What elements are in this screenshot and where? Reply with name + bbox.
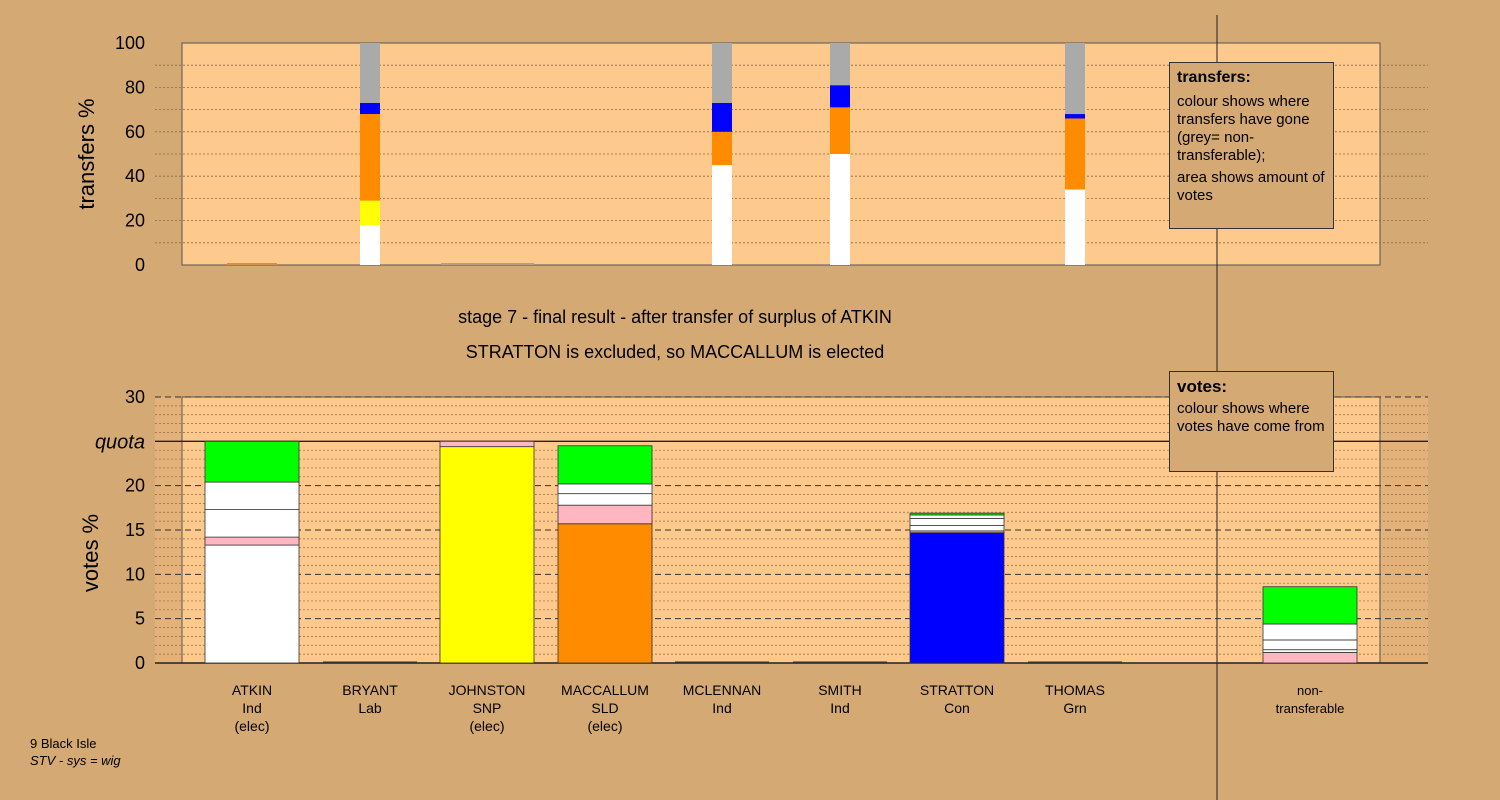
transfer-bar-segment [360,102,380,115]
candidate-label: Ind [712,700,731,716]
candidate-label: (elec) [587,718,622,734]
votes-y-tick: 15 [125,520,145,540]
vote-bar-segment [204,440,300,483]
transfer-bar-segment [712,102,732,132]
candidate-label: STRATTON [920,682,994,698]
votes-y-tick: 5 [135,609,145,629]
transfers-y-tick: 100 [115,33,145,53]
transfer-bar-segment [360,200,380,226]
votes-legend-title: votes: [1177,377,1228,396]
transfer-bar-segment [830,85,850,108]
transfers-y-tick: 0 [135,255,145,275]
candidate-label: non- [1297,683,1323,698]
vote-bar-segment [1262,639,1358,651]
vote-bar-empty [675,661,769,663]
candidate-label: Ind [830,700,849,716]
vote-bar-segment [909,514,1005,519]
chart-title: stage 7 - final result - after transfer … [458,307,892,327]
transfer-bar-segment [360,43,380,103]
transfer-bar-segment [830,154,850,265]
transfers-y-tick: 20 [125,211,145,231]
transfer-bar-segment [712,43,732,103]
candidate-label: (elec) [234,718,269,734]
transfers-legend-title: transfers: [1177,69,1251,86]
candidate-label: BRYANT [342,682,398,698]
vote-bar-empty [323,661,417,663]
system-label: STV - sys = wig [30,753,121,768]
votes-y-tick: 10 [125,564,145,584]
transfers-y-tick: 60 [125,122,145,142]
votes-legend: votes: colour shows where votes have com… [1169,371,1334,472]
transfer-bar-segment [1065,118,1085,190]
candidate-label: Grn [1063,700,1086,716]
vote-bar-segment [1262,651,1358,664]
candidate-label: ATKIN [232,682,272,698]
vote-bar-segment [204,481,300,511]
transfers-y-tick: 40 [125,166,145,186]
candidate-label: Ind [242,700,261,716]
candidate-label: SLD [591,700,618,716]
candidate-label: MACCALLUM [561,682,649,698]
vote-bar-segment [557,504,653,525]
vote-bar-segment [1262,586,1358,625]
votes-y-tick: 30 [125,387,145,407]
transfers-legend-line: colour shows where transfers have gone (… [1177,93,1310,164]
vote-bar-segment [204,509,300,538]
candidate-label: transferable [1276,701,1345,716]
transfer-bar-segment [360,225,380,265]
transfer-bar-baseline [441,263,534,265]
transfer-bar-segment [712,165,732,265]
candidate-label: Lab [358,700,382,716]
candidate-label: SMITH [818,682,862,698]
transfer-bar-segment [1065,189,1085,265]
transfer-bar-segment [1065,43,1085,115]
vote-bar-empty [793,661,887,663]
transfers-y-tick: 80 [125,77,145,97]
quota-label: quota [95,431,145,453]
transfer-bar-segment [830,107,850,154]
candidate-label: THOMAS [1045,682,1105,698]
votes-y-tick: 20 [125,476,145,496]
transfer-bar-segment [360,114,380,201]
vote-bar-segment [204,536,300,546]
transfers-y-axis-label: transfers % [74,98,99,209]
votes-legend-line: colour shows where votes have come from [1177,400,1325,435]
vote-bar-segment [557,523,653,664]
vote-bar-segment [909,512,1005,516]
vote-bar-segment [439,440,535,448]
vote-bar-segment [557,445,653,485]
chart-subtitle: STRATTON is excluded, so MACCALLUM is el… [466,342,884,362]
candidate-label: (elec) [469,718,504,734]
vote-bar-segment [909,525,1005,532]
transfers-legend-line: area shows amount of votes [1177,169,1325,204]
transfer-bar-baseline [227,263,277,265]
constituency-label: 9 Black Isle [30,736,97,751]
vote-bar-segment [439,446,535,664]
candidate-label: SNP [473,700,502,716]
vote-bar-segment [1262,623,1358,641]
candidate-label: Con [944,700,970,716]
transfer-bar-segment [712,131,732,166]
transfers-legend: transfers: colour shows where transfers … [1169,62,1334,229]
vote-bar-segment [909,518,1005,526]
vote-bar-empty [1028,661,1122,663]
vote-bar-segment [557,483,653,495]
candidate-label: MCLENNAN [683,682,762,698]
vote-bar-segment [204,544,300,664]
transfer-bar-segment [830,43,850,86]
vote-bar-segment [557,493,653,506]
votes-y-axis-label: votes % [78,514,103,592]
candidate-label: JOHNSTON [449,682,526,698]
vote-bar-segment [909,532,1005,664]
votes-y-tick: 0 [135,653,145,673]
transfer-bar-segment [1065,114,1085,119]
